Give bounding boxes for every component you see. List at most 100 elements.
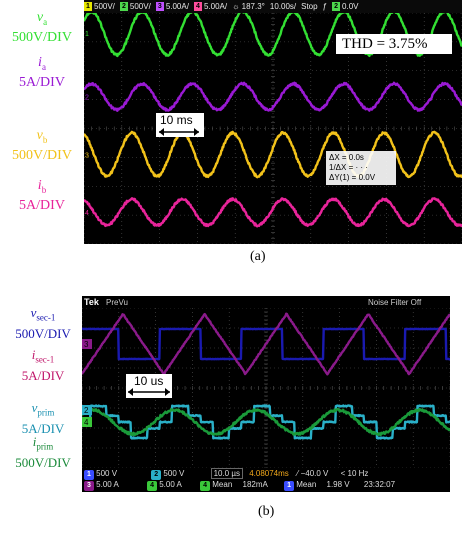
topbar-text: 0.0V: [342, 2, 359, 11]
trigger-frequency: < 10 Hz: [340, 469, 369, 478]
meas1-chip: 4: [200, 481, 211, 491]
thd-label: THD = 3.75%: [342, 36, 428, 52]
scope-b-status-2: 3 5.00 A 4 5.00 A 4 Mean 182mA 1 Mean 1.…: [84, 480, 450, 491]
scope-a-topbar: 1 500V/2 500V/3 5.00A/4 5.00A/☼ 187.3° 10.00s…: [84, 0, 462, 13]
time-marker-a: 10 ms: [156, 113, 204, 137]
ch4-scale: 5.00 A: [159, 480, 182, 489]
ground-marker: 4: [85, 210, 89, 217]
topbar-cell: 1 500V/: [84, 2, 115, 11]
topbar-text: 10.00s/: [269, 2, 297, 11]
topbar-cell: 4 5.00A/: [193, 2, 228, 11]
clock: 23:32:07: [363, 480, 396, 489]
thd-background: [336, 34, 452, 54]
marker-arrowhead: [128, 388, 133, 396]
topbar-text: ƒ: [322, 2, 328, 11]
time-marker-b: 10 us: [126, 374, 172, 398]
topbar-text: 500V/: [129, 2, 151, 11]
series-vprim: [82, 404, 450, 440]
timebase: 10.0 µs: [210, 468, 243, 479]
scope-screen-a: 1 500V/2 500V/3 5.00A/4 5.00A/☼ 187.3° 10.00s…: [84, 0, 462, 244]
label-isec: isec-1 5A/DIV: [21, 347, 65, 383]
scope-screen-b: Tek PreVu Noise Filter Off 3 2 4 10 us 1 50…: [82, 296, 450, 492]
marker-bg: [126, 374, 172, 398]
marker-bg: [156, 113, 204, 127]
channel-number-badge: 2: [119, 2, 128, 11]
marker-arrowhead: [194, 128, 199, 136]
caption-a: (a): [250, 249, 266, 264]
readout-line: 1/ΔX = · · ·: [329, 163, 368, 172]
channel-marker-label: 2: [84, 406, 89, 415]
ground-marker: 3: [85, 152, 89, 159]
marker-text: 10 us: [134, 374, 163, 388]
scope-b-header: Tek PreVu Noise Filter Off: [82, 296, 450, 308]
topbar-text: 5.00A/: [165, 2, 189, 11]
waveform-plot-a: 1 2 3 4 THD = 3.75% 10 ms ΔX = 0.0s1/ΔX = · · …: [84, 13, 462, 244]
ch4-chip: 4: [147, 481, 157, 491]
meas1-value: 182mA: [242, 480, 268, 489]
topbar-text: 500V/: [94, 2, 115, 11]
series-isec: [82, 312, 450, 376]
topbar-cell: 3 5.00A/: [155, 2, 189, 11]
channel-number-badge: 4: [193, 2, 202, 11]
marker-arrowhead: [159, 128, 164, 136]
meas2-chip: 1: [284, 481, 295, 491]
series-vsec: [82, 327, 450, 361]
ch3-scale: 5.00 A: [96, 480, 119, 489]
scope-b-status-1: 1 500 V 2 500 V 10.0 µs 4.08074ms ⁄ −40.…: [84, 468, 450, 480]
channel-number-badge: 1: [84, 2, 92, 11]
series-ia: [84, 81, 462, 112]
topbar-text: 5.00A/: [203, 2, 228, 11]
tek-logo: Tek: [84, 297, 99, 307]
label-vsec: vsec-1 500V/DIV: [15, 305, 71, 341]
series-vb: [84, 130, 462, 179]
topbar-cell: 2 500V/: [119, 2, 151, 11]
marker-arrowhead: [165, 388, 170, 396]
ch2-chip: 2: [151, 470, 162, 480]
grid: [82, 308, 450, 468]
channel-number-badge: 3: [155, 2, 164, 11]
label-va: va 500V/DIV: [12, 10, 72, 45]
noise-filter-label: Noise Filter Off: [368, 298, 422, 307]
prevu-label: PreVu: [106, 298, 128, 307]
readout-bg: [326, 151, 396, 185]
ch2-scale: 500 V: [163, 469, 185, 478]
topbar-cell: Stop: [301, 2, 317, 11]
series-iprim: [82, 407, 450, 437]
marker-text: 10 ms: [160, 113, 193, 127]
caption-b: (b): [258, 504, 275, 519]
ch3-chip: 3: [84, 481, 94, 491]
ground-marker: 2: [85, 95, 89, 102]
label-ia: ia 5A/DIV: [19, 55, 65, 90]
ch1-chip: 1: [84, 470, 94, 480]
channel-marker-label: 4: [84, 418, 89, 427]
trigger-level: ⁄ −40.0 V: [297, 469, 329, 478]
topbar-cell: 10.00s/: [270, 2, 296, 11]
channel-marker-label: 3: [84, 340, 89, 349]
readout-line: ΔX = 0.0s: [329, 153, 364, 162]
ground-marker: 1: [85, 31, 89, 38]
channel-number-badge: 2: [332, 2, 341, 11]
meas1-label: Mean: [212, 480, 233, 489]
readout-line: ΔY(1) = 0.0V: [329, 173, 376, 182]
label-vb: vb 500V/DIV: [12, 128, 72, 163]
channel-marker: [82, 339, 92, 349]
waveform-plot-b: 3 2 4 10 us: [82, 308, 450, 468]
channel-marker: [82, 405, 92, 415]
channel-marker: [82, 417, 92, 427]
channel-markers: 3 2 4: [82, 339, 92, 427]
trigger-position: 4.08074ms: [249, 469, 289, 478]
topbar-cell: ƒ: [323, 2, 327, 11]
label-vprim: vprim 5A/DIV: [21, 400, 65, 436]
topbar-text: ☼ 187.3°: [232, 2, 265, 11]
series-va: [84, 13, 462, 58]
meas2-value: 1.98 V: [326, 480, 350, 489]
topbar-cell: ☼ 187.3°: [232, 2, 265, 11]
meas2-label: Mean: [296, 480, 317, 489]
topbar-cell: 2 0.0V: [332, 2, 359, 11]
cursor-readout: ΔX = 0.0s1/ΔX = · · ·ΔY(1) = 0.0V: [326, 151, 396, 185]
label-ib: ib 5A/DIV: [19, 178, 65, 213]
ch1-scale: 500 V: [96, 469, 118, 478]
label-iprim: iprim 500V/DIV: [15, 434, 71, 470]
series-ib: [84, 197, 462, 228]
topbar-text: Stop: [301, 2, 318, 11]
